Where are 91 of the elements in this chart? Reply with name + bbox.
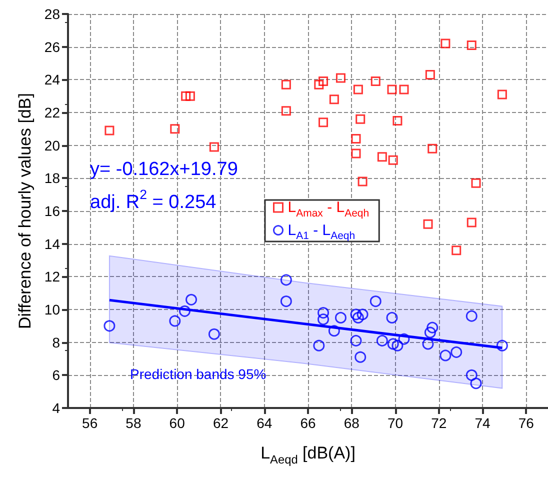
point (425, 70, 435, 80)
point (318, 76, 328, 86)
point (185, 91, 195, 101)
point (170, 124, 180, 134)
point (471, 178, 481, 188)
y-tick-label: 18 (44, 170, 60, 186)
point (350, 334, 362, 346)
point (424, 326, 436, 338)
y-tick-label: 28 (44, 6, 60, 22)
point (470, 378, 482, 390)
point (440, 350, 452, 362)
point (428, 144, 438, 154)
y-tick-label: 14 (44, 236, 60, 252)
point (370, 76, 380, 86)
y-tick-label: 20 (44, 137, 60, 154)
point (399, 84, 409, 94)
point (334, 312, 346, 324)
y-tick-label: 12 (44, 268, 60, 285)
point (354, 351, 366, 363)
point (351, 134, 361, 144)
point (466, 40, 476, 50)
point (313, 340, 325, 352)
point (281, 80, 291, 90)
x-tick-label: 76 (518, 415, 534, 431)
x-tick-label: 68 (344, 415, 360, 431)
point (178, 305, 190, 317)
point (386, 312, 398, 324)
y-tick-label: 8 (52, 334, 60, 350)
point (452, 246, 462, 256)
x-tick-label: 72 (431, 415, 447, 431)
y-tick-label: 26 (44, 38, 60, 55)
point (328, 325, 340, 337)
point (466, 310, 478, 322)
x-tick-label: 58 (126, 415, 142, 431)
x-tick-label: 60 (169, 415, 186, 431)
x-tick-label: 64 (256, 415, 272, 431)
annotation: y= -0.162x+19.79 (90, 159, 238, 180)
point (376, 334, 388, 346)
point (392, 116, 402, 126)
point (387, 338, 399, 350)
point (318, 314, 330, 326)
y-tick-label: 4 (52, 400, 60, 416)
point (387, 84, 397, 94)
point (318, 307, 330, 319)
point (377, 152, 387, 162)
y-tick-label: 22 (44, 104, 60, 120)
point (450, 346, 462, 358)
point (352, 312, 364, 324)
point (370, 296, 382, 308)
point (314, 80, 324, 90)
point (181, 91, 191, 101)
point (169, 315, 181, 327)
point (280, 296, 292, 308)
point (392, 340, 404, 352)
y-tick-label: 10 (44, 302, 60, 318)
point (186, 294, 198, 306)
x-tick-label: 66 (300, 415, 316, 431)
point (496, 340, 508, 352)
point (353, 84, 363, 94)
point (281, 106, 291, 116)
point (209, 142, 219, 152)
point (336, 73, 346, 83)
point (440, 38, 450, 48)
point (466, 369, 478, 381)
x-tick-label: 70 (387, 415, 404, 431)
x-tick-label: 62 (212, 415, 229, 431)
annotation: Prediction bands 95% (130, 366, 266, 382)
point (280, 274, 292, 286)
y-tick-label: 6 (52, 367, 60, 384)
y-tick-label: 16 (44, 203, 60, 219)
y-tick-label: 24 (44, 72, 60, 88)
point (466, 218, 476, 228)
point (104, 126, 114, 136)
point (497, 90, 507, 100)
point (426, 322, 438, 334)
point (329, 94, 339, 104)
point (351, 148, 361, 158)
point (104, 320, 116, 332)
point (208, 328, 220, 340)
point (398, 333, 410, 345)
x-tick-label: 56 (82, 415, 98, 431)
point (356, 114, 366, 124)
point (350, 308, 362, 320)
x-tick-label: 74 (474, 415, 491, 431)
point (318, 118, 328, 128)
point (388, 155, 398, 165)
point (356, 308, 368, 320)
point (423, 219, 433, 229)
y-axis-title: Difference of hourly values [dB] (16, 93, 35, 329)
point (358, 176, 368, 186)
point (422, 338, 434, 350)
